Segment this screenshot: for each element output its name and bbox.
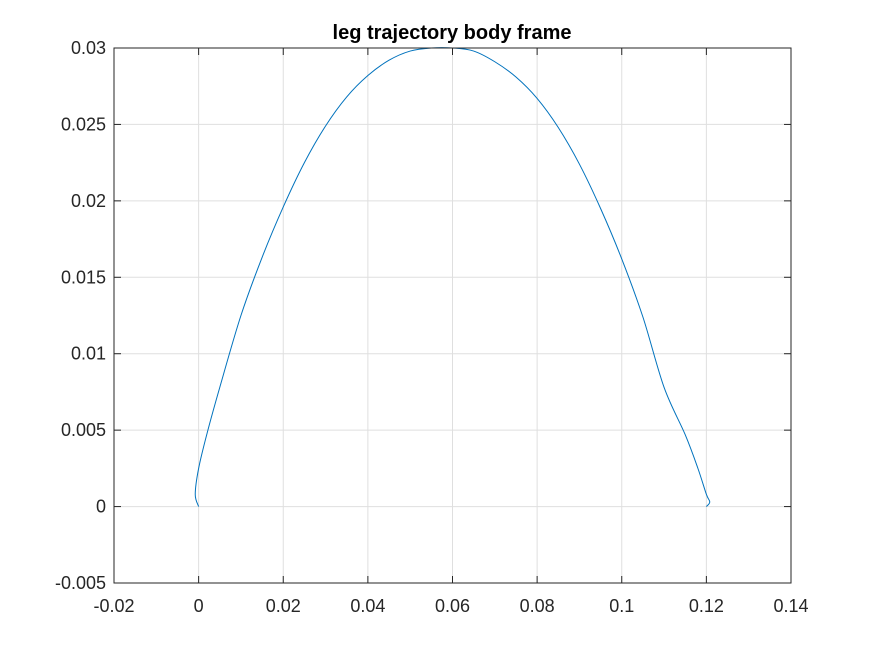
ticks [113, 47, 792, 584]
tick-labels: -0.02 0 0.02 0.04 0.06 0.08 0.1 0.12 0.14 -0.005 0… [55, 38, 809, 616]
x-tick-label: 0.14 [773, 596, 808, 616]
x-tick-label: -0.02 [93, 596, 134, 616]
y-tick-label: 0 [96, 497, 106, 517]
chart-title: leg trajectory body frame [333, 22, 572, 44]
x-tick-label: 0 [194, 596, 204, 616]
y-tick-label: 0.025 [61, 114, 106, 134]
x-tick-label: 0.06 [435, 596, 470, 616]
x-tick-label: 0.1 [609, 596, 634, 616]
y-tick-label: 0.03 [71, 38, 106, 58]
y-tick-label: 0.005 [61, 420, 106, 440]
y-tick-label: -0.005 [55, 573, 106, 593]
x-tick-label: 0.04 [350, 596, 385, 616]
x-tick-label: 0.08 [520, 596, 555, 616]
y-tick-label: 0.02 [71, 191, 106, 211]
x-tick-label: 0.12 [689, 596, 724, 616]
x-tick-label: 0.02 [266, 596, 301, 616]
y-tick-label: 0.01 [71, 344, 106, 364]
y-tick-label: 0.015 [61, 267, 106, 287]
